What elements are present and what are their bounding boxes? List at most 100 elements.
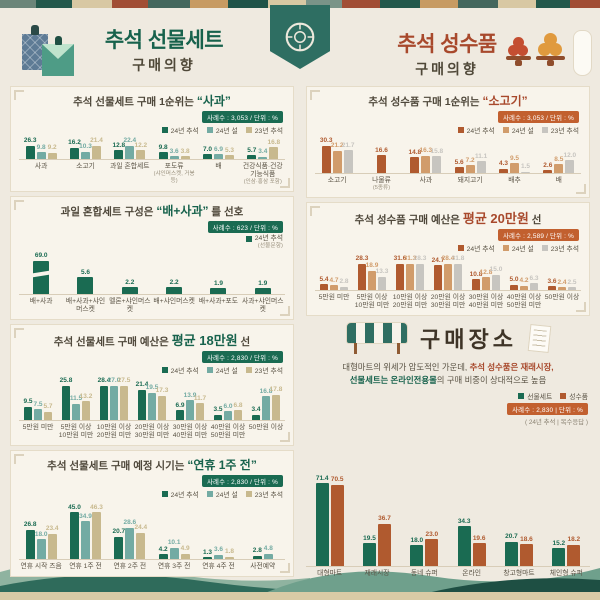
chart-meta: 사례수 : 2,589 / 단위 : % 24년 추석 24년 설 23년 추석 — [315, 229, 579, 253]
chart-legend: 선물세트 성수품 — [518, 391, 588, 401]
sample-size-badge: 사례수 : 2,830 | 단위 : % — [507, 403, 588, 416]
bar-value-label: 1.8 — [224, 548, 234, 556]
category-label: 10만원 이상 20만원 미만 — [392, 293, 428, 309]
bar-value-label: 27.0 — [107, 377, 121, 384]
category-label: 연휴 1주 전 — [69, 562, 102, 570]
bar-wrap: 19.5 — [362, 476, 376, 566]
bar-24년 설 — [169, 547, 179, 559]
desc-text: 의 구매 비중이 상대적으로 높음 — [436, 375, 547, 386]
category-label: 연휴 4주 전 — [202, 562, 235, 570]
chart-plot: 30.3 21.2 21.7 16.6 14.8 16.3 15.8 5.6 7.2 11.1 4.… — [315, 137, 581, 175]
bar-value-label: 26.8 — [23, 521, 37, 529]
bar-group: 25.8 11.5 13.2 — [57, 377, 95, 420]
bar-wrap: 3.6 — [214, 505, 223, 559]
bar-24년 추석 — [247, 155, 257, 159]
right-header-subtitle: 구매의향 — [415, 61, 479, 77]
bar-성수품 — [567, 544, 581, 566]
bar-group: 3.6 2.4 2.5 — [543, 256, 581, 290]
bar-wrap: 2.2 — [121, 253, 138, 294]
bar-group: 71.4 70.5 — [306, 475, 353, 566]
bar-wrap: 9.5 — [510, 138, 519, 174]
bar-value-label: 20.7 — [505, 533, 518, 541]
chart-meta: 사례수 : 623 / 단위 : % 24년 추석 (선물문항) — [19, 221, 283, 250]
bar-value-label: 6.9 — [213, 145, 223, 153]
bar-value-label: 28.4 — [97, 377, 111, 384]
legend-swatch — [541, 245, 548, 251]
gift-knot-icon — [31, 25, 39, 35]
bar-선물세트 — [362, 543, 376, 566]
bar-value-label: 20.7 — [112, 528, 126, 535]
bar-성수품 — [472, 543, 486, 566]
legend-label: 23년 추석 — [254, 492, 283, 499]
bar-24년 추석 — [100, 385, 108, 420]
legend-swatch — [161, 127, 168, 133]
bar-24년 설 — [224, 411, 232, 420]
bar-value-label: 4.7 — [329, 276, 339, 284]
legend-item: 23년 추석 — [245, 365, 283, 375]
bar-value-label: 25.8 — [59, 377, 73, 384]
bar-group: 5.6 7.2 11.1 — [448, 138, 492, 174]
legend-swatch — [560, 393, 567, 400]
bar-wrap: 30.3 — [320, 137, 332, 174]
bar-group: 19.5 36.7 — [353, 476, 400, 566]
category-label: 배+사과+샤인머스켓 — [65, 297, 106, 313]
bar-wrap: 13.3 — [376, 256, 388, 290]
right-title-main: 성수품 — [440, 33, 497, 56]
bar-wrap: 18.9 — [366, 256, 378, 290]
bar-23년 추석 — [47, 152, 57, 159]
bar-value-label: 13.9 — [183, 391, 197, 399]
bar-value-label: 1.5 — [520, 163, 530, 171]
bar-group: 9.5 7.5 5.7 — [19, 378, 57, 420]
bar-성수품 — [425, 539, 439, 566]
bar-24년 추석 — [358, 263, 366, 290]
bar-value-label: 10.1 — [167, 539, 181, 547]
bar-value-label: 3.8 — [180, 147, 190, 155]
bar-group: 30.3 21.2 21.7 — [315, 137, 359, 174]
bar-24년 설 — [332, 150, 342, 174]
purchase-place-chart: 선물세트 성수품 사례수 : 2,830 | 단위 : % ( 24년 추석 | 복수… — [306, 389, 590, 578]
chart-category-axis: 연휴 시작 즈음 연휴 1주 전 연휴 2주 전 연휴 3주 전 연휴 4주 전 사전예약 — [19, 563, 285, 571]
bar-wrap: 3.4 — [258, 138, 267, 159]
legend-swatch — [457, 127, 464, 133]
bar-23년 추석 — [565, 160, 575, 174]
legend-label: 24년 설 — [215, 128, 238, 135]
bar-wrap: 21.2 — [331, 138, 343, 174]
bar-value-label: 15.8 — [430, 147, 444, 155]
bar-group: 15.2 18.2 — [543, 476, 590, 566]
bar-group: 12.8 22.4 12.2 — [108, 137, 152, 159]
fruit-plates-icon — [506, 28, 592, 76]
bar-wrap: 4.8 — [264, 505, 273, 559]
bar-wrap: 3.6 — [547, 256, 557, 290]
bar-value-label: 5.3 — [224, 146, 234, 154]
legend-item: 24년 설 — [502, 125, 534, 135]
desc-highlight-online: 선물세트는 온라인전용몰 — [349, 375, 437, 386]
purchase-place-section: 구매장소 대형마트의 위세가 압도적인 가운데, 추석 성수품은 재래시장, 선… — [306, 320, 590, 578]
bar-wrap: 10.1 — [167, 505, 181, 559]
bar-23년 추석 — [91, 512, 101, 559]
bar-value-label: 28.3 — [355, 255, 369, 262]
category-label: 소고기 — [76, 162, 95, 170]
bar-value-label: 27.5 — [117, 377, 131, 384]
bar-wrap: 31.3 — [404, 255, 416, 290]
bar-wrap: 34.9 — [79, 505, 92, 559]
bar-23년 추석 — [520, 171, 530, 174]
bar-24년 추석 — [321, 145, 331, 174]
legend-label: 성수품 — [569, 394, 588, 402]
bar-24년 추석 — [543, 170, 553, 174]
bar-wrap: 18.2 — [567, 476, 581, 566]
bar-value-label: 46.3 — [90, 503, 103, 511]
bar-성수품 — [377, 523, 391, 566]
legend-label: 24년 추석 — [170, 492, 199, 499]
legend-item: 23년 추석 — [541, 125, 579, 135]
bar-value-label: 9.8 — [158, 143, 168, 151]
bar-wrap: 2.6 — [543, 138, 553, 174]
category-label: 체인형 슈퍼 — [549, 569, 583, 577]
bar-24년 추석 — [510, 284, 518, 290]
category-label: 5만원 이상 10만원 미만 — [354, 293, 390, 309]
bar-value-label: 17.8 — [269, 386, 283, 394]
bar-group: 16.6 — [359, 138, 403, 174]
bar-group: 10.8 12.8 15.0 — [467, 256, 505, 290]
legend-swatch — [518, 393, 525, 400]
bar-value-label: 18.6 — [520, 535, 533, 543]
bar-wrap: 6.8 — [233, 378, 243, 420]
